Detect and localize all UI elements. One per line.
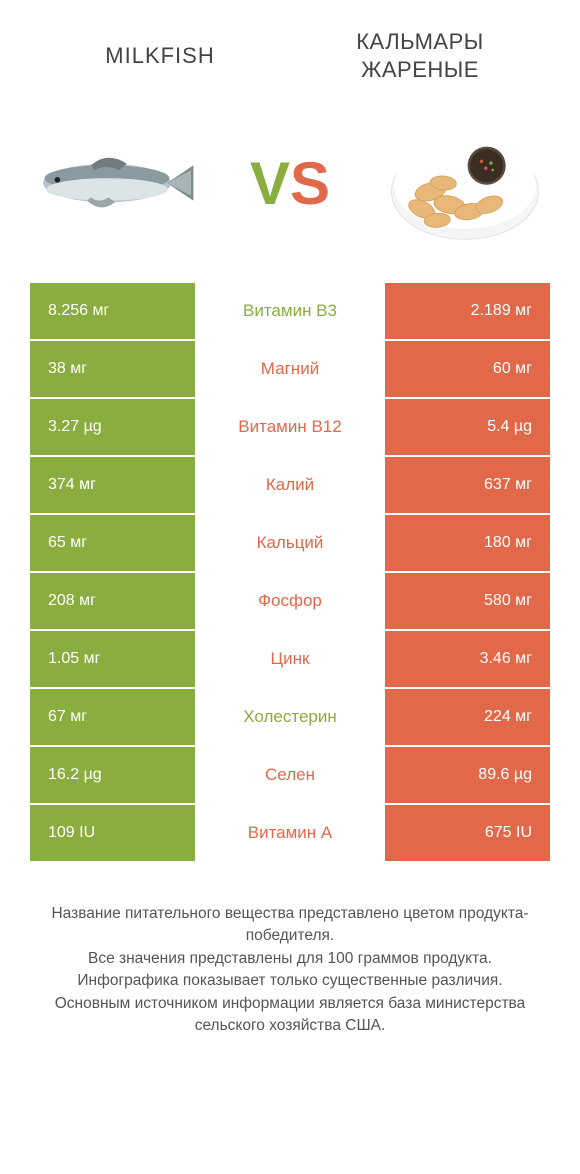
value-right: 3.46 мг — [385, 631, 550, 687]
title-right: КАЛЬМАРЫ ЖАРЕНЫЕ — [290, 28, 550, 83]
nutrient-label: Фосфор — [195, 573, 385, 629]
footer-notes: Название питательного вещества представл… — [0, 863, 580, 1038]
value-left: 208 мг — [30, 573, 195, 629]
product-right-image — [380, 113, 550, 253]
value-right: 180 мг — [385, 515, 550, 571]
nutrient-label: Витамин B3 — [195, 283, 385, 339]
value-right: 580 мг — [385, 573, 550, 629]
value-right: 60 мг — [385, 341, 550, 397]
title-right-line2: ЖАРЕНЫЕ — [361, 57, 479, 82]
footer-line4: Основным источником информации является … — [30, 993, 550, 1038]
header: MILKFISH КАЛЬМАРЫ ЖАРЕНЫЕ — [0, 0, 580, 93]
value-left: 3.27 µg — [30, 399, 195, 455]
footer-line2: Все значения представлены для 100 граммо… — [30, 948, 550, 970]
value-right: 224 мг — [385, 689, 550, 745]
nutrient-label: Кальций — [195, 515, 385, 571]
table-row: 208 мгФосфор580 мг — [30, 573, 550, 629]
vs-label: VS — [250, 149, 330, 218]
comparison-table: 8.256 мгВитамин B32.189 мг38 мгМагний60 … — [0, 283, 580, 861]
table-row: 374 мгКалий637 мг — [30, 457, 550, 513]
value-left: 38 мг — [30, 341, 195, 397]
table-row: 65 мгКальций180 мг — [30, 515, 550, 571]
value-right: 5.4 µg — [385, 399, 550, 455]
table-row: 8.256 мгВитамин B32.189 мг — [30, 283, 550, 339]
footer-line1: Название питательного вещества представл… — [30, 903, 550, 948]
value-left: 1.05 мг — [30, 631, 195, 687]
title-left: MILKFISH — [30, 43, 290, 69]
value-left: 8.256 мг — [30, 283, 195, 339]
calamari-icon — [385, 118, 545, 248]
nutrient-label: Селен — [195, 747, 385, 803]
vs-s: S — [290, 149, 330, 218]
value-right: 675 IU — [385, 805, 550, 861]
value-left: 65 мг — [30, 515, 195, 571]
table-row: 16.2 µgСелен89.6 µg — [30, 747, 550, 803]
table-row: 1.05 мгЦинк3.46 мг — [30, 631, 550, 687]
value-left: 16.2 µg — [30, 747, 195, 803]
nutrient-label: Витамин A — [195, 805, 385, 861]
nutrient-label: Магний — [195, 341, 385, 397]
product-left-image — [30, 113, 200, 253]
value-right: 89.6 µg — [385, 747, 550, 803]
value-left: 374 мг — [30, 457, 195, 513]
nutrient-label: Холестерин — [195, 689, 385, 745]
value-left: 67 мг — [30, 689, 195, 745]
nutrient-label: Витамин B12 — [195, 399, 385, 455]
nutrient-label: Цинк — [195, 631, 385, 687]
table-row: 109 IUВитамин A675 IU — [30, 805, 550, 861]
table-row: 3.27 µgВитамин B125.4 µg — [30, 399, 550, 455]
value-right: 637 мг — [385, 457, 550, 513]
table-row: 38 мгМагний60 мг — [30, 341, 550, 397]
fish-icon — [30, 143, 200, 223]
vs-v: V — [250, 149, 290, 218]
table-row: 67 мгХолестерин224 мг — [30, 689, 550, 745]
nutrient-label: Калий — [195, 457, 385, 513]
value-left: 109 IU — [30, 805, 195, 861]
value-right: 2.189 мг — [385, 283, 550, 339]
images-row: VS — [0, 93, 580, 283]
title-right-line1: КАЛЬМАРЫ — [356, 29, 484, 54]
footer-line3: Инфографика показывает только существенн… — [30, 970, 550, 992]
